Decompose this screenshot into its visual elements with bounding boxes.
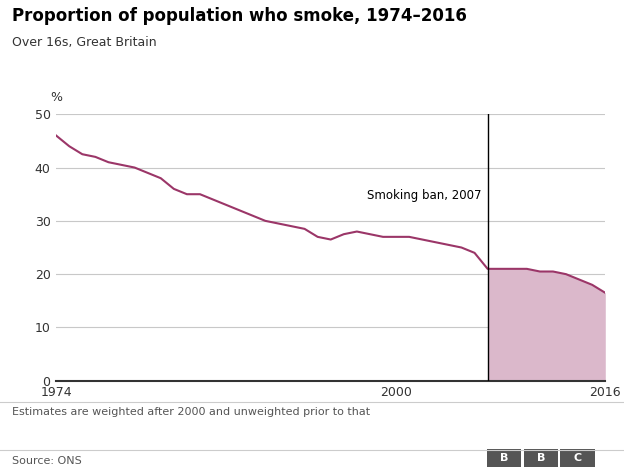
Text: B: B — [500, 453, 508, 464]
Text: Proportion of population who smoke, 1974–2016: Proportion of population who smoke, 1974… — [12, 7, 467, 25]
Text: C: C — [573, 453, 582, 464]
Text: %: % — [51, 90, 62, 104]
Text: B: B — [537, 453, 545, 464]
Text: Over 16s, Great Britain: Over 16s, Great Britain — [12, 36, 157, 49]
Text: Source: ONS: Source: ONS — [12, 456, 82, 466]
Text: Estimates are weighted after 2000 and unweighted prior to that: Estimates are weighted after 2000 and un… — [12, 407, 371, 417]
Text: Smoking ban, 2007: Smoking ban, 2007 — [366, 189, 481, 202]
